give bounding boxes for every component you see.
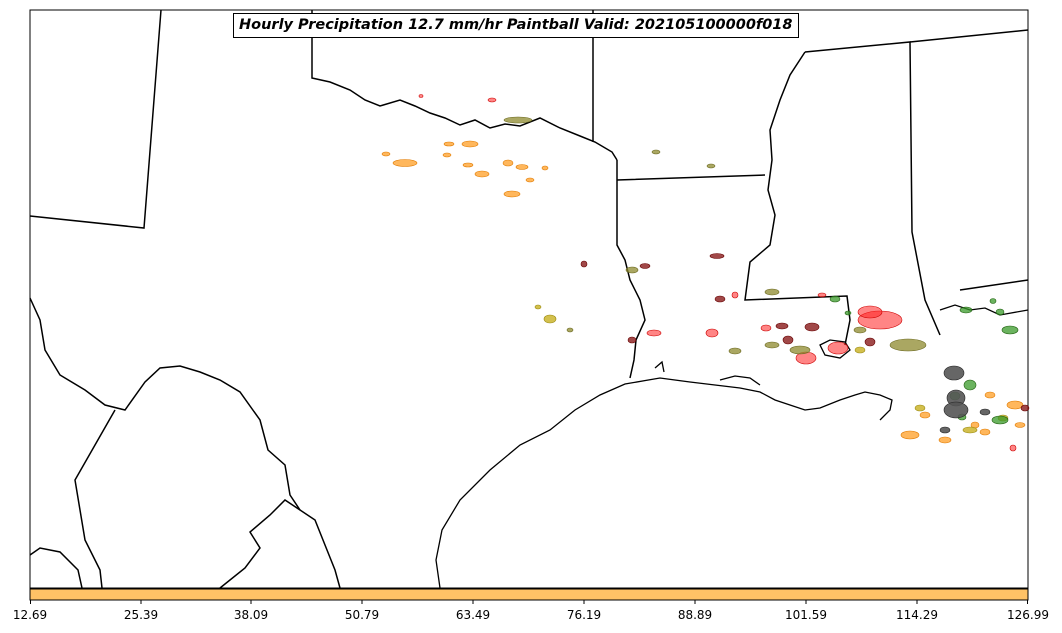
mexico-state-border-2 <box>29 547 83 589</box>
colorbar-tick-label: 114.29 <box>896 608 938 622</box>
mississippi-river-border <box>744 51 851 346</box>
mexico-state-border-3 <box>219 499 301 589</box>
maroon-paintballs <box>580 253 1030 412</box>
precipitation-paintballs <box>381 94 1030 452</box>
colorbar-tick-label: 88.89 <box>677 608 713 622</box>
state-borders <box>29 9 1029 589</box>
texas-nm-border <box>29 9 162 229</box>
colorbar-tick-label: 63.49 <box>455 608 491 622</box>
yellow-paintballs <box>534 304 1009 434</box>
coastline <box>435 304 1029 589</box>
colorbar-tick-label: 25.39 <box>123 608 159 622</box>
orange-paintballs <box>381 140 1026 444</box>
colorbar <box>29 588 1029 601</box>
colorbar-tick-label: 101.59 <box>785 608 827 622</box>
map-plot-frame <box>29 9 1029 589</box>
colorbar-tick-label: 38.09 <box>233 608 269 622</box>
colorbar-ticks <box>30 600 1028 604</box>
mexico-state-border-1 <box>74 409 116 589</box>
mississippi-alabama-border <box>804 41 941 336</box>
olive-paintballs <box>503 116 927 355</box>
red-paintballs <box>418 94 1017 452</box>
colorbar-tick-label: 76.19 <box>566 608 602 622</box>
texas-mexico-border <box>29 297 341 589</box>
gray-paintballs <box>939 365 991 434</box>
colorbar-tick-label: 12.69 <box>12 608 48 622</box>
colorbar-tick-label: 126.99 <box>1007 608 1049 622</box>
oklahoma-border <box>311 10 618 161</box>
map-title: Hourly Precipitation 12.7 mm/hr Paintbal… <box>233 13 799 38</box>
colorbar-tick-label: 50.79 <box>344 608 380 622</box>
alabama-georgia-border <box>909 29 1029 291</box>
texas-louisiana-border <box>616 160 646 379</box>
